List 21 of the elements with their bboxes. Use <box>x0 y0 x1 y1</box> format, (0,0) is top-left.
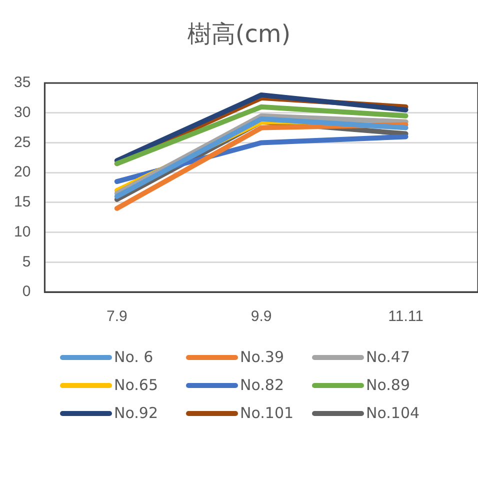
legend-label: No.89 <box>366 376 410 394</box>
legend-label: No.92 <box>114 404 158 422</box>
chart-title: 樹高(cm) <box>186 19 292 50</box>
y-tick-label: 10 <box>14 223 31 240</box>
y-tick-label: 20 <box>14 164 31 181</box>
legend-label: No.101 <box>240 404 294 422</box>
legend-label: No.65 <box>114 376 158 394</box>
legend-label: No.47 <box>366 348 410 366</box>
y-tick-label: 30 <box>14 104 31 121</box>
y-tick-label: 15 <box>14 194 31 211</box>
legend-label: No.39 <box>240 348 284 366</box>
legend-label: No. 6 <box>114 348 154 366</box>
legend-label: No.82 <box>240 376 284 394</box>
x-tick-label: 9.9 <box>250 308 272 326</box>
y-tick-label: 5 <box>22 253 31 270</box>
y-tick-label: 0 <box>22 283 31 300</box>
legend-label: No.104 <box>366 404 420 422</box>
x-tick-label: 7.9 <box>106 308 128 326</box>
x-tick-label: 11.11 <box>388 308 424 326</box>
y-tick-label: 35 <box>14 74 31 92</box>
y-tick-label: 25 <box>14 134 31 151</box>
